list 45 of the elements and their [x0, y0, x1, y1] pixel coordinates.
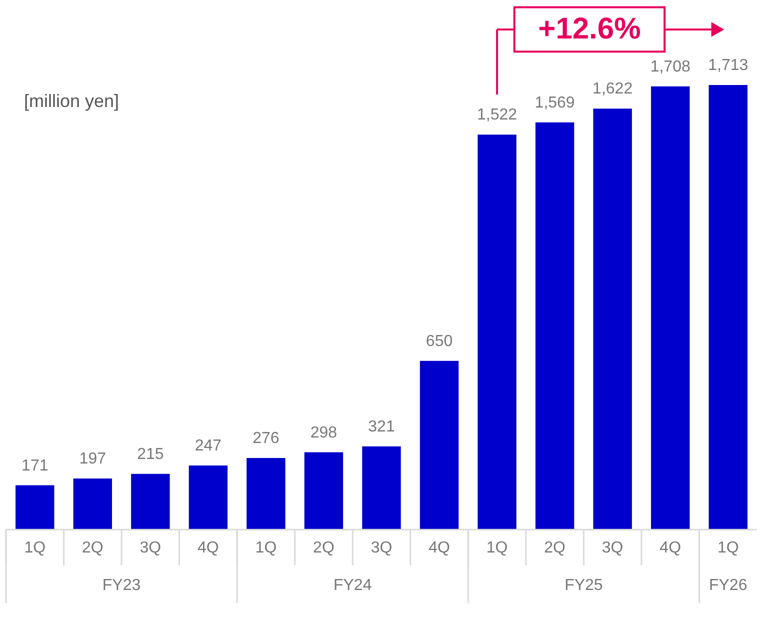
bar [246, 458, 286, 530]
text: FY24 [333, 577, 372, 594]
text: +12.6% [538, 12, 641, 46]
data-label: 321 [368, 418, 395, 436]
data-label: 247 [194, 438, 222, 455]
x-tick-label: 3Q [140, 539, 162, 556]
x-tick-label: 1Q [255, 539, 277, 556]
data-label: 1,622 [592, 80, 633, 98]
bar [708, 85, 748, 530]
bar [73, 478, 112, 530]
bar [131, 474, 170, 530]
bar [478, 134, 516, 530]
x-tick-label: 2Q [313, 539, 334, 556]
data-label: 1,708 [650, 58, 690, 76]
data-label: 276 [252, 430, 280, 448]
data-label: 298 [310, 424, 338, 442]
x-tick-label: 1Q [486, 539, 508, 556]
x-tick-label: 2Q [544, 539, 566, 556]
bar [650, 86, 690, 530]
y-axis-title: [million yen] [24, 91, 120, 111]
bar [420, 360, 459, 530]
bar [535, 122, 574, 530]
data-label: 215 [137, 446, 164, 463]
bar [188, 466, 228, 530]
x-tick-label: 1Q [717, 539, 739, 556]
bar [593, 108, 632, 530]
x-tick-label: 4Q [428, 539, 450, 556]
data-label: 1,569 [534, 94, 575, 112]
x-tick-label: 4Q [198, 539, 219, 556]
data-label: 197 [79, 450, 106, 468]
text: FY23 [102, 577, 141, 594]
data-label: 171 [22, 457, 48, 474]
x-tick-label: 3Q [602, 539, 624, 556]
x-tick-label: 1Q [24, 539, 46, 556]
bar [362, 446, 401, 530]
bar [16, 485, 54, 530]
text: FY26 [708, 577, 748, 594]
bar [304, 452, 344, 530]
data-label: 1,713 [708, 57, 748, 74]
data-label: 650 [426, 332, 453, 350]
x-tick-label: 2Q [82, 539, 104, 556]
data-label: 1,522 [477, 106, 518, 124]
x-tick-label: 3Q [370, 539, 392, 556]
text: FY25 [564, 577, 603, 594]
x-tick-label: 4Q [660, 539, 682, 556]
